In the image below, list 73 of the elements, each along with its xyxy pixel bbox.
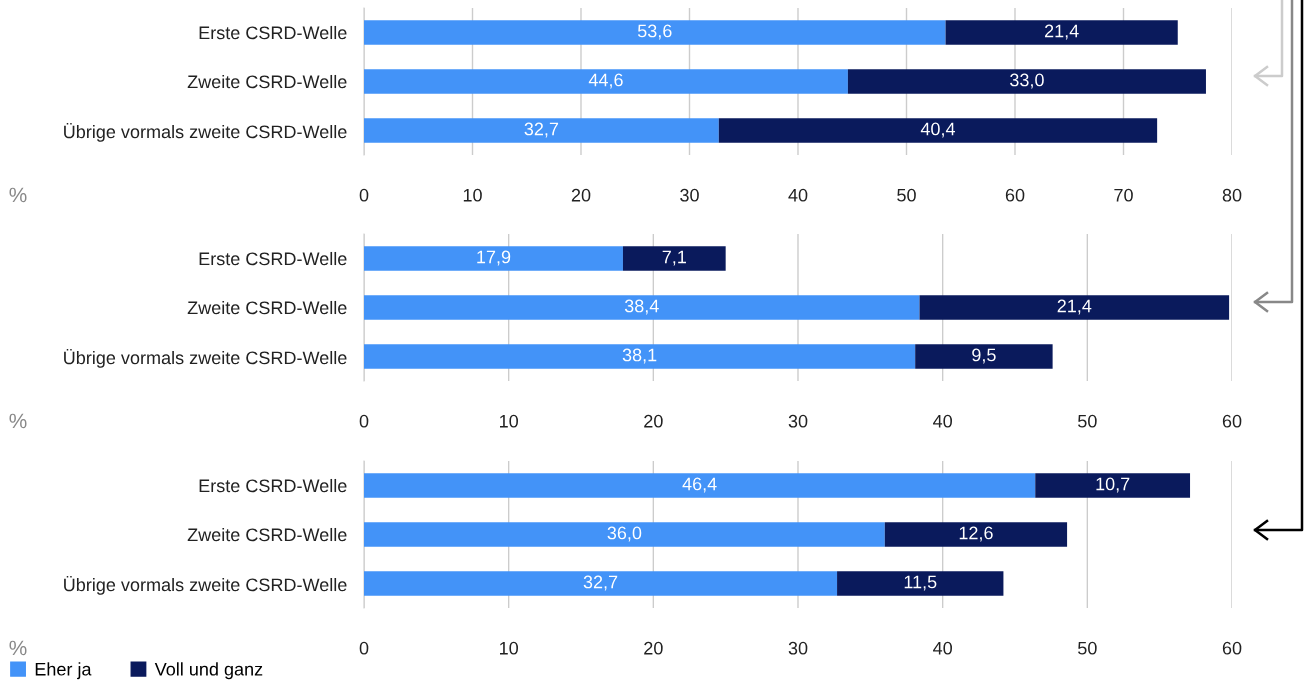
x-tick-label: 40 — [933, 641, 952, 655]
x-axis-title: % — [9, 413, 27, 429]
data-label: 17,9 — [477, 250, 511, 266]
bar — [364, 246, 623, 271]
bar — [364, 344, 916, 369]
data-label: 12,6 — [959, 526, 993, 542]
x-tick-label: 0 — [359, 641, 369, 655]
x-tick-label: 50 — [1078, 414, 1097, 428]
data-label: 40,4 — [920, 122, 956, 138]
bar — [364, 473, 1036, 498]
legend-label: Eher ja — [35, 662, 92, 680]
bar — [945, 20, 1178, 45]
data-label: 38,1 — [622, 348, 657, 364]
y-tick-label: Zweite CSRD-Welle — [187, 527, 347, 542]
data-label: 7,1 — [662, 250, 686, 266]
y-tick-label: Erste CSRD-Welle — [199, 251, 347, 266]
data-label: 46,4 — [682, 477, 717, 493]
data-label: 36,0 — [607, 526, 642, 542]
x-axis-title: % — [9, 640, 27, 656]
bar — [364, 118, 719, 143]
bar — [915, 344, 1053, 369]
bar — [847, 69, 1206, 94]
bar — [1035, 473, 1191, 498]
data-label: 21,4 — [1057, 299, 1092, 315]
legend-label: Voll und ganz — [154, 662, 263, 680]
y-tick-label: Erste CSRD-Welle — [199, 25, 347, 40]
data-label: 38,4 — [624, 299, 659, 315]
x-tick-label: 50 — [897, 188, 916, 202]
x-axis-title: % — [9, 187, 27, 203]
data-label: 44,6 — [588, 73, 623, 89]
x-tick-label: 60 — [1005, 188, 1025, 202]
data-label: 32,7 — [583, 575, 618, 591]
x-tick-label: 80 — [1222, 188, 1242, 202]
bar — [884, 522, 1068, 547]
bar — [718, 118, 1158, 143]
data-label: 10,7 — [1096, 477, 1130, 493]
data-label: 32,7 — [524, 122, 559, 138]
y-tick-label: Übrige vormals zweite CSRD-Welle — [64, 348, 347, 368]
bar — [364, 571, 838, 596]
bar — [364, 20, 946, 45]
y-tick-label: Übrige vormals zweite CSRD-Welle — [64, 122, 347, 142]
x-tick-label: 10 — [500, 641, 518, 655]
data-label: 9,5 — [972, 348, 996, 364]
y-tick-label: Übrige vormals zweite CSRD-Welle — [64, 575, 347, 595]
x-tick-label: 60 — [1222, 641, 1242, 655]
bar — [364, 522, 885, 547]
x-tick-label: 20 — [644, 414, 663, 428]
bar — [622, 246, 726, 271]
x-tick-label: 10 — [463, 188, 482, 202]
x-tick-label: 0 — [359, 188, 369, 202]
y-tick-label: Erste CSRD-Welle — [199, 478, 347, 493]
data-label: 53,6 — [637, 24, 672, 40]
bar — [837, 571, 1004, 596]
x-tick-label: 40 — [933, 414, 952, 428]
x-tick-label: 20 — [644, 641, 663, 655]
x-tick-label: 40 — [788, 188, 808, 202]
x-tick-label: 10 — [500, 414, 518, 428]
y-tick-label: Zweite CSRD-Welle — [187, 74, 347, 89]
bar — [364, 69, 848, 94]
data-label: 33,0 — [1010, 73, 1044, 89]
x-tick-label: 30 — [788, 641, 808, 655]
bar — [919, 295, 1230, 320]
y-tick-label: Zweite CSRD-Welle — [187, 300, 347, 315]
bar — [364, 295, 920, 320]
x-tick-label: 30 — [680, 188, 699, 202]
data-label: 11,5 — [904, 575, 937, 591]
x-tick-label: 30 — [788, 414, 808, 428]
data-label: 21,4 — [1044, 24, 1079, 40]
x-tick-label: 60 — [1222, 414, 1242, 428]
x-tick-label: 50 — [1078, 641, 1097, 655]
x-tick-label: 0 — [359, 414, 369, 428]
x-tick-label: 20 — [571, 188, 591, 202]
x-tick-label: 70 — [1114, 188, 1133, 202]
